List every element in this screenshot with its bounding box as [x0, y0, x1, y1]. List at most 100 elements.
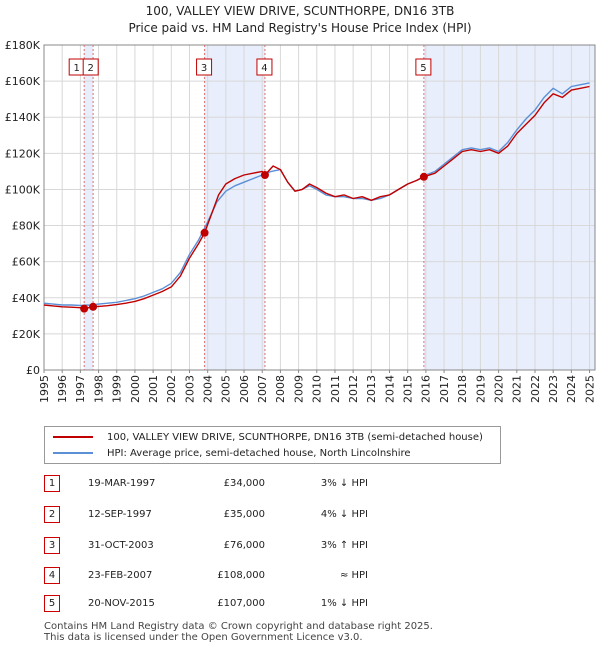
y-tick-label: £180K: [5, 39, 41, 52]
y-tick-label: £160K: [5, 75, 41, 88]
footer-copyright: Contains HM Land Registry data © Crown c…: [44, 621, 433, 632]
sale-marker-number: 2: [88, 63, 94, 74]
x-tick-label: 1997: [74, 375, 87, 403]
y-tick-label: £60K: [12, 256, 41, 269]
x-tick-label: 2022: [529, 375, 542, 403]
x-tick-label: 2014: [383, 375, 396, 403]
x-tick-label: 2019: [474, 375, 487, 403]
footer: Contains HM Land Registry data © Crown c…: [44, 621, 433, 643]
x-tick-label: 1998: [92, 375, 105, 403]
sale-marker-box: [196, 58, 213, 76]
x-tick-label: 2006: [238, 375, 251, 403]
x-tick-label: 2013: [365, 375, 378, 403]
sale-point: [80, 304, 89, 313]
sale-price: £76,000: [223, 540, 265, 551]
sale-row: 2 12-SEP-1997 £35,000 4% ↓ HPI: [44, 506, 404, 523]
sale-number-badge: 4: [44, 567, 60, 584]
y-tick-label: £0: [26, 364, 40, 377]
x-tick-label: 2008: [274, 375, 287, 403]
price-chart: £0 £20K £40K £60K £80K £100K £120K £140K £160K £1…: [5, 39, 597, 403]
sale-date: 23-FEB-2007: [88, 570, 153, 581]
sale-date: 12-SEP-1997: [88, 509, 152, 520]
x-tick-label: 2018: [456, 375, 469, 403]
sale-hpi-diff: 4% ↓ HPI: [320, 509, 368, 520]
sale-hpi-diff: ≈ HPI: [339, 570, 368, 581]
legend-item-hpi: HPI: Average price, semi-detached house,…: [53, 446, 411, 460]
chart-title-line2: Price paid vs. HM Land Registry's House …: [128, 21, 472, 35]
footer-license: This data is licensed under the Open Gov…: [44, 632, 363, 643]
sale-hpi-diff: 3% ↓ HPI: [320, 478, 368, 489]
x-tick-label: 2011: [329, 375, 342, 403]
y-tick-label: £120K: [5, 147, 41, 160]
x-tick-label: 1995: [38, 375, 51, 403]
legend-swatch-hpi: [53, 452, 93, 454]
sale-marker-label: 3: [196, 58, 213, 76]
sale-marker-box: [256, 58, 273, 76]
x-tick-label: 2005: [220, 375, 233, 403]
sale-number-badge: 1: [44, 475, 60, 492]
sale-marker-label: 2: [82, 58, 99, 76]
x-tick-label: 2025: [583, 375, 596, 403]
sale-marker-box: [82, 58, 99, 76]
sale-marker-label: 5: [415, 58, 432, 76]
x-tick-label: 2003: [183, 375, 196, 403]
sale-point: [260, 171, 269, 179]
legend-label-hpi: HPI: Average price, semi-detached house,…: [107, 447, 411, 459]
sale-marker-number: 3: [201, 63, 207, 74]
legend: 100, VALLEY VIEW DRIVE, SCUNTHORPE, DN16…: [44, 426, 501, 464]
sale-number-badge: 5: [44, 595, 60, 612]
x-tick-label: 2009: [292, 375, 305, 403]
sale-price: £107,000: [217, 598, 265, 609]
x-tick-label: 2007: [256, 375, 269, 403]
y-tick-label: £80K: [12, 220, 41, 233]
x-tick-label: 2017: [438, 375, 451, 403]
sale-number-badge: 3: [44, 537, 60, 554]
x-tick-label: 2016: [420, 375, 433, 403]
y-tick-label: £40K: [12, 292, 41, 305]
x-tick-label: 2002: [165, 375, 178, 403]
sale-date: 19-MAR-1997: [88, 478, 156, 489]
x-tick-label: 2010: [311, 375, 324, 403]
sale-price: £34,000: [223, 478, 265, 489]
sale-price: £35,000: [223, 509, 265, 520]
x-tick-label: 1996: [56, 375, 69, 403]
sale-date: 31-OCT-2003: [88, 540, 154, 551]
sale-price: £108,000: [217, 570, 265, 581]
x-tick-label: 2000: [129, 375, 142, 403]
hpi-line: [43, 82, 590, 307]
sale-point: [89, 302, 98, 311]
x-tick-label: 2023: [547, 375, 560, 403]
ownership-shade: [423, 45, 595, 370]
x-tick-label: 2012: [347, 375, 360, 403]
property-price-line: [43, 85, 590, 310]
legend-swatch-property: [53, 436, 93, 438]
x-tick-label: 2024: [565, 375, 578, 403]
sale-marker-label: 4: [256, 58, 273, 76]
sale-marker-number: 5: [420, 63, 426, 74]
y-tick-label: £140K: [5, 111, 41, 124]
ownership-shade: [84, 45, 94, 370]
x-tick-label: 2001: [147, 375, 160, 403]
sale-row: 5 20-NOV-2015 £107,000 1% ↓ HPI: [44, 595, 404, 612]
sale-row: 1 19-MAR-1997 £34,000 3% ↓ HPI: [44, 475, 404, 492]
sale-marker-number: 4: [261, 63, 267, 74]
y-tick-label: £20K: [12, 328, 41, 341]
sale-marker-label: 1: [68, 58, 85, 76]
chart-title-line1: 100, VALLEY VIEW DRIVE, SCUNTHORPE, DN16…: [145, 4, 455, 18]
x-tick-label: 2015: [402, 375, 415, 403]
sale-marker-box: [415, 58, 432, 76]
sale-row: 4 23-FEB-2007 £108,000 ≈ HPI: [44, 567, 404, 584]
legend-item-property: 100, VALLEY VIEW DRIVE, SCUNTHORPE, DN16…: [53, 430, 483, 444]
x-tick-label: 2020: [492, 375, 505, 403]
plot-frame: [43, 44, 596, 371]
sale-point: [419, 172, 428, 181]
x-tick-label: 2004: [202, 375, 215, 403]
legend-label-property: 100, VALLEY VIEW DRIVE, SCUNTHORPE, DN16…: [107, 431, 483, 443]
x-tick-label: 2021: [511, 375, 524, 403]
sale-hpi-diff: 1% ↓ HPI: [320, 598, 368, 609]
sale-date: 20-NOV-2015: [88, 598, 155, 609]
sale-row: 3 31-OCT-2003 £76,000 3% ↑ HPI: [44, 537, 404, 554]
x-tick-label: 1999: [111, 375, 124, 403]
sale-marker-number: 1: [74, 63, 80, 74]
sale-hpi-diff: 3% ↑ HPI: [320, 540, 368, 551]
